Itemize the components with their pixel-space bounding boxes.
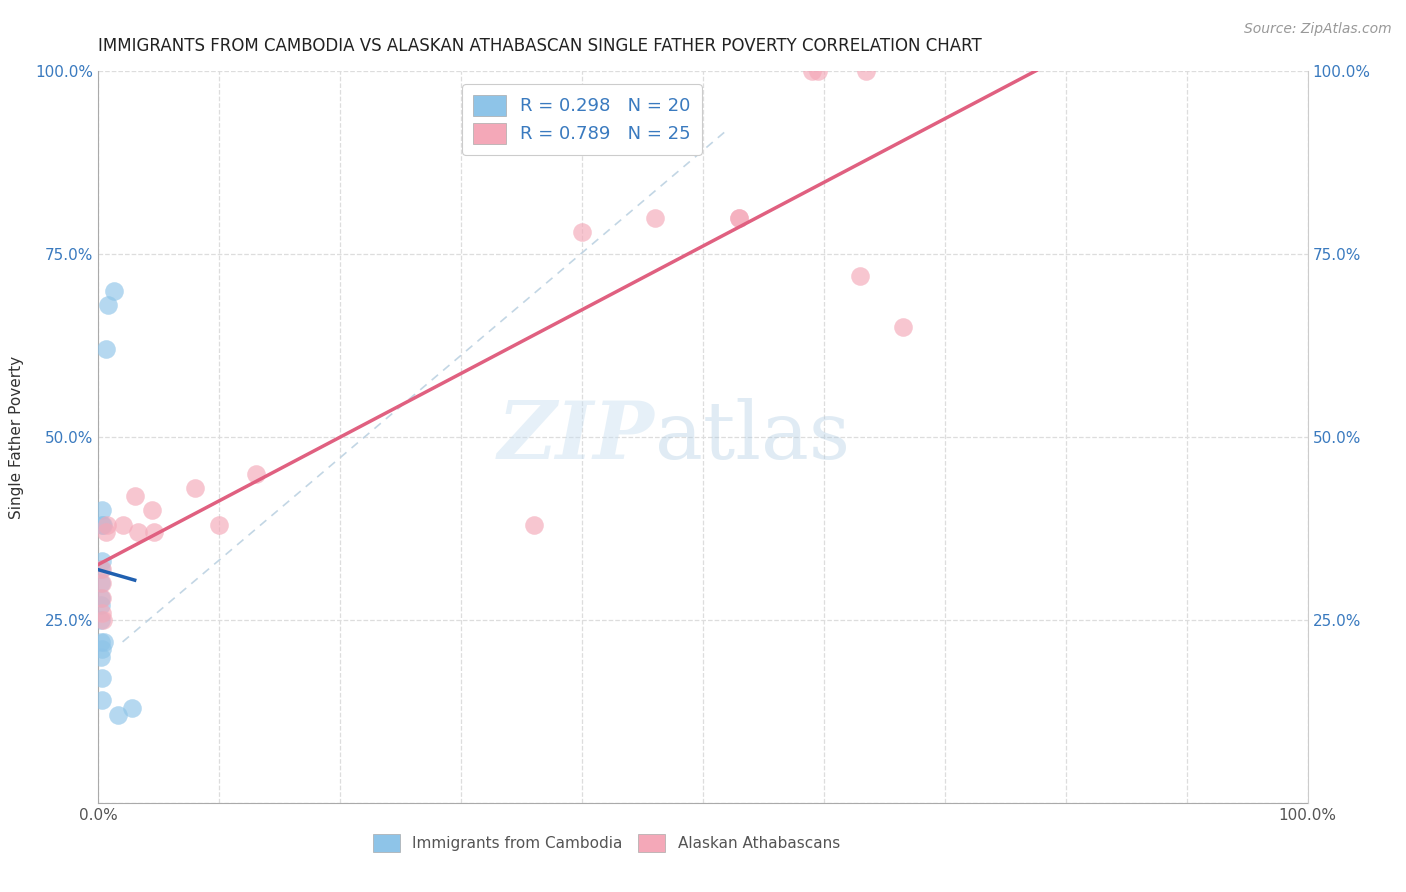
Point	[91, 562, 114, 576]
Point	[90, 649, 112, 664]
Point	[571, 225, 593, 239]
Point	[124, 489, 146, 503]
Point	[141, 503, 163, 517]
Point	[91, 591, 114, 605]
Y-axis label: Single Father Poverty: Single Father Poverty	[10, 356, 24, 518]
Point	[96, 517, 118, 532]
Point	[91, 554, 114, 568]
Point	[184, 481, 207, 495]
Point	[855, 64, 877, 78]
Point	[644, 211, 666, 225]
Point	[91, 503, 114, 517]
Point	[91, 693, 114, 707]
Point	[90, 613, 112, 627]
Point	[523, 517, 546, 532]
Point	[90, 635, 112, 649]
Point	[91, 642, 114, 657]
Point	[728, 211, 751, 225]
Point	[807, 64, 830, 78]
Point	[91, 672, 114, 686]
Point	[97, 298, 120, 312]
Point	[800, 64, 823, 78]
Point	[121, 700, 143, 714]
Point	[90, 591, 112, 605]
Point	[103, 284, 125, 298]
Text: Source: ZipAtlas.com: Source: ZipAtlas.com	[1244, 22, 1392, 37]
Point	[90, 576, 112, 591]
Point	[94, 525, 117, 540]
Point	[91, 517, 114, 532]
Point	[91, 613, 114, 627]
Point	[91, 517, 114, 532]
Point	[91, 576, 114, 591]
Point	[849, 269, 872, 284]
Point	[127, 525, 149, 540]
Text: ZIP: ZIP	[498, 399, 655, 475]
Point	[208, 517, 231, 532]
Point	[107, 708, 129, 723]
Point	[111, 517, 134, 532]
Point	[245, 467, 267, 481]
Point	[891, 320, 914, 334]
Point	[93, 635, 115, 649]
Point	[728, 211, 751, 225]
Point	[143, 525, 166, 540]
Text: IMMIGRANTS FROM CAMBODIA VS ALASKAN ATHABASCAN SINGLE FATHER POVERTY CORRELATION: IMMIGRANTS FROM CAMBODIA VS ALASKAN ATHA…	[98, 37, 983, 54]
Text: atlas: atlas	[655, 398, 849, 476]
Point	[91, 606, 114, 620]
Legend: Immigrants from Cambodia, Alaskan Athabascans: Immigrants from Cambodia, Alaskan Athaba…	[367, 828, 846, 858]
Point	[90, 562, 112, 576]
Point	[94, 343, 117, 357]
Point	[90, 599, 112, 613]
